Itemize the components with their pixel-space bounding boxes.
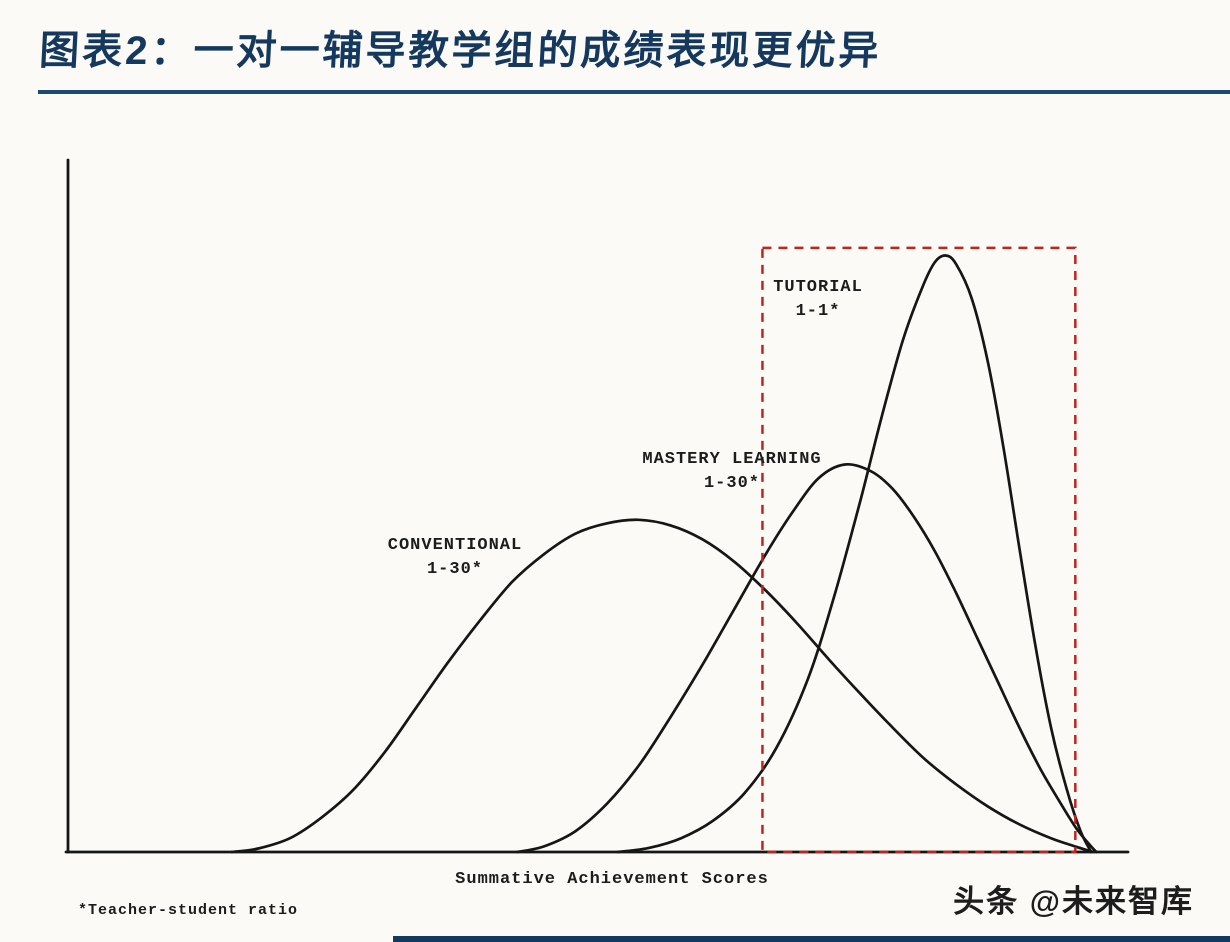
curve-label-mastery: MASTERY LEARNING 1-30* bbox=[612, 448, 852, 496]
curve-mastery-learning bbox=[515, 462, 1098, 854]
curve-label-tutorial: TUTORIAL 1-1* bbox=[738, 276, 898, 324]
title-divider bbox=[38, 90, 1230, 94]
curve-tutorial bbox=[616, 254, 1093, 854]
tutorial-highlight-box bbox=[761, 246, 1077, 854]
x-axis-label: Summative Achievement Scores bbox=[455, 870, 769, 889]
curve-label-conventional-name: CONVENTIONAL bbox=[387, 536, 523, 555]
curve-label-tutorial-name: TUTORIAL bbox=[773, 278, 863, 297]
curve-label-tutorial-ratio: 1-1* bbox=[795, 302, 841, 321]
curve-label-mastery-ratio: 1-30* bbox=[703, 474, 760, 493]
watermark-toutiao-future-thinktank: 头条 @未来智库 bbox=[953, 884, 1194, 919]
curve-conventional bbox=[230, 518, 1095, 854]
curve-label-conventional: CONVENTIONAL 1-30* bbox=[355, 534, 555, 582]
curve-label-conventional-ratio: 1-30* bbox=[426, 560, 483, 579]
bottom-section-divider bbox=[393, 936, 1230, 942]
footnote-teacher-student-ratio: *Teacher-student ratio bbox=[78, 902, 299, 919]
curve-label-mastery-name: MASTERY LEARNING bbox=[642, 450, 822, 469]
